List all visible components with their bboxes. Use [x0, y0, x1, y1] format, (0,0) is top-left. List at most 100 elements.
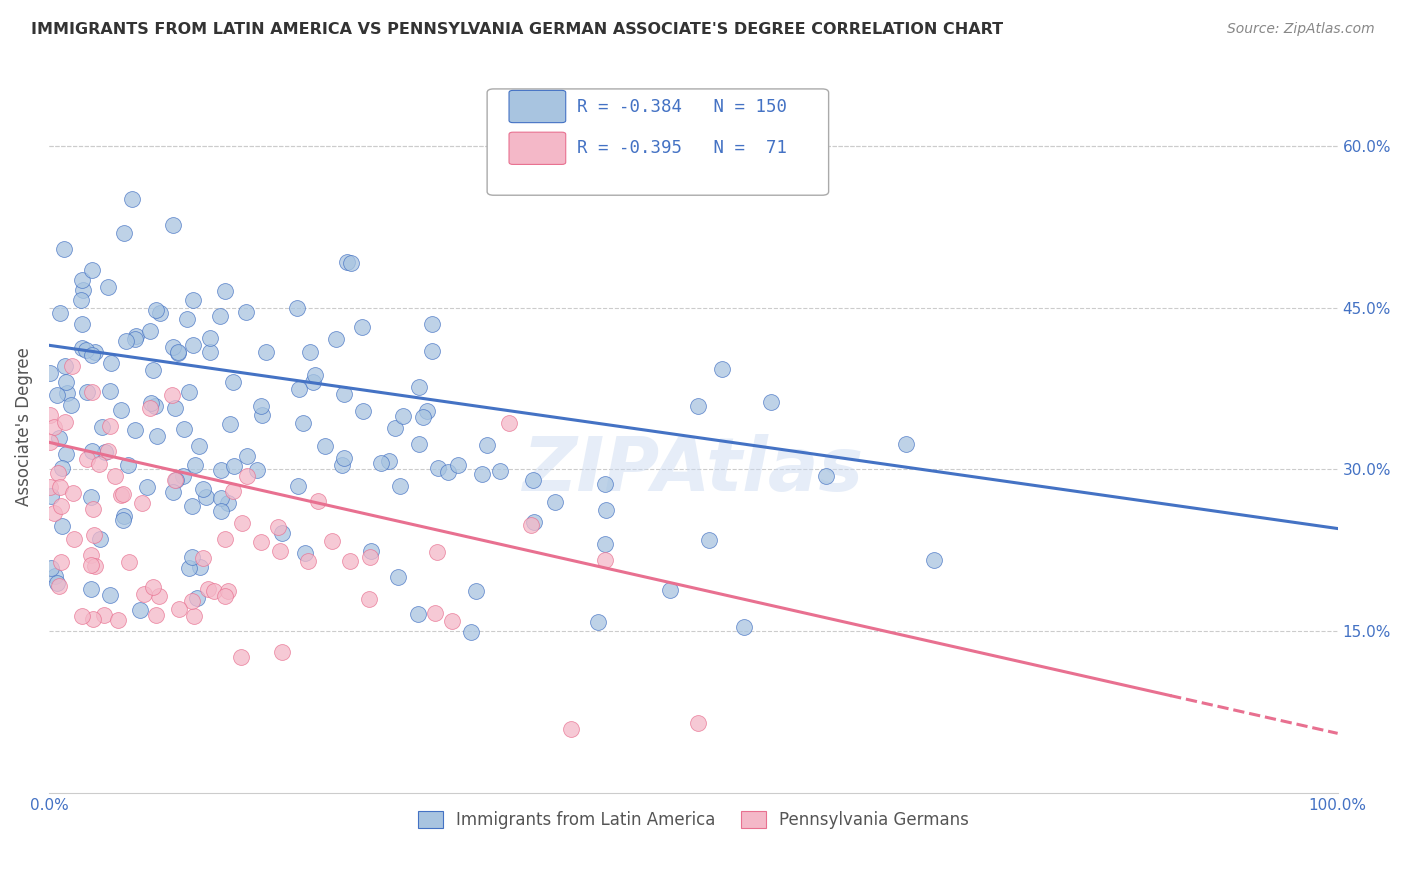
Point [460, 625, 482, 640]
Point [588, 615, 610, 629]
Point [222, 375, 245, 389]
Point [352, 404, 374, 418]
Point [297, 554, 319, 568]
Point [194, 490, 217, 504]
Point [46, 388, 69, 402]
FancyBboxPatch shape [509, 90, 565, 122]
Point [97, 280, 120, 294]
Point [131, 496, 153, 510]
Point [75, 343, 97, 358]
Point [39, 489, 62, 503]
Point [98, 419, 121, 434]
Point [202, 584, 225, 599]
Point [39, 561, 62, 575]
FancyBboxPatch shape [486, 89, 828, 195]
Point [595, 477, 617, 491]
Point [49, 555, 72, 569]
Point [387, 570, 409, 584]
Point [91, 420, 114, 434]
Point [325, 332, 347, 346]
Point [270, 645, 292, 659]
Point [114, 334, 136, 348]
Point [340, 256, 363, 270]
Point [426, 461, 449, 475]
Point [815, 468, 838, 483]
Point [63, 532, 86, 546]
Point [198, 331, 221, 345]
Point [498, 416, 520, 430]
Point [222, 483, 245, 498]
Text: R = -0.384   N = 150: R = -0.384 N = 150 [578, 97, 787, 116]
Point [298, 344, 321, 359]
Point [384, 421, 406, 435]
Point [55, 375, 77, 389]
Point [922, 553, 945, 567]
Point [301, 375, 323, 389]
Point [415, 404, 437, 418]
Point [475, 437, 498, 451]
Point [167, 602, 190, 616]
Point [287, 382, 309, 396]
Point [51, 461, 73, 475]
Point [522, 473, 544, 487]
Point [53, 359, 76, 374]
Point [250, 399, 273, 413]
Point [172, 469, 194, 483]
Point [336, 255, 359, 269]
Point [143, 399, 166, 413]
Point [688, 400, 710, 414]
Point [217, 496, 239, 510]
Point [231, 516, 253, 531]
Point [209, 310, 232, 324]
Text: IMMIGRANTS FROM LATIN AMERICA VS PENNSYLVANIA GERMAN ASSOCIATE'S DEGREE CORRELAT: IMMIGRANTS FROM LATIN AMERICA VS PENNSYL… [31, 22, 1002, 37]
Point [42, 420, 65, 434]
Point [142, 581, 165, 595]
Point [214, 532, 236, 546]
Point [307, 494, 329, 508]
Point [209, 463, 232, 477]
Point [173, 422, 195, 436]
Point [408, 437, 430, 451]
Point [145, 303, 167, 318]
Point [118, 555, 141, 569]
Point [84, 344, 107, 359]
Point [89, 457, 111, 471]
Point [129, 603, 152, 617]
Point [70, 609, 93, 624]
Point [139, 401, 162, 416]
Point [148, 589, 170, 603]
Point [135, 480, 157, 494]
Point [267, 520, 290, 534]
Point [236, 449, 259, 463]
Point [145, 608, 167, 623]
Point [51, 519, 73, 533]
Point [69, 293, 91, 307]
Point [697, 533, 720, 548]
Point [186, 591, 208, 606]
Point [465, 584, 488, 599]
Point [107, 613, 129, 627]
Point [406, 607, 429, 621]
Point [370, 456, 392, 470]
Point [231, 650, 253, 665]
Point [53, 242, 76, 256]
Point [48, 431, 70, 445]
Y-axis label: Associate's Degree: Associate's Degree [15, 347, 32, 506]
Point [181, 338, 204, 352]
Point [519, 518, 541, 533]
Point [330, 458, 353, 472]
Point [70, 341, 93, 355]
Point [80, 491, 103, 505]
Point [80, 582, 103, 596]
Point [412, 409, 434, 424]
Point [112, 513, 135, 527]
Point [56, 385, 79, 400]
Point [332, 387, 354, 401]
Point [160, 388, 183, 402]
Point [314, 439, 336, 453]
Point [304, 368, 326, 383]
Point [894, 437, 917, 451]
Point [89, 532, 111, 546]
Point [62, 486, 84, 500]
Point [110, 403, 132, 417]
